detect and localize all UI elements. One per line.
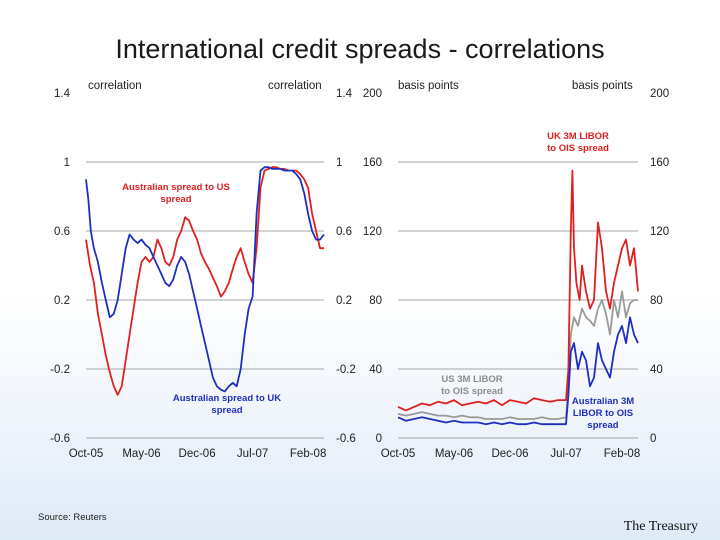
right-chart-ytick-left: 200: [363, 88, 382, 100]
left-chart-ytick-left: 0.2: [54, 295, 70, 307]
right-chart-ytick-left: 80: [369, 295, 382, 307]
right-annotation-uk-line2: to OIS spread: [547, 143, 609, 154]
right-chart-series-blue-line: [397, 316, 639, 426]
left-annotation-uk-line2: spread: [211, 405, 242, 416]
left-chart-ytick-right: 1: [336, 157, 342, 169]
right-chart-xtick: Oct-05: [381, 448, 416, 460]
right-chart-ytick-right: 0: [650, 433, 656, 445]
right-chart-ytick-right: 80: [650, 295, 663, 307]
right-chart-xtick: Dec-06: [491, 448, 528, 460]
right-chart-ytick-right: 120: [650, 226, 669, 238]
left-chart-ytick-right: -0.6: [336, 433, 356, 445]
right-chart-ytick-right: 160: [650, 157, 669, 169]
right-annotation-au-line3: spread: [587, 420, 618, 431]
right-chart-xtick: Feb-08: [604, 448, 640, 460]
left-chart-series-red-line: [85, 166, 324, 396]
right-annotation-au-line2: LIBOR to OIS: [573, 408, 633, 419]
source-note: Source: Reuters: [38, 512, 107, 523]
right-chart-left-unit: basis points: [398, 80, 459, 92]
right-annotation-us-line1: US 3M LIBOR: [441, 374, 502, 385]
left-chart-xtick: Oct-05: [69, 448, 104, 460]
right-chart-right-unit: basis points: [572, 80, 633, 92]
right-chart-series-grey-line: [397, 290, 638, 420]
right-chart-ytick-left: 160: [363, 157, 382, 169]
right-chart-xtick: May-06: [435, 448, 473, 460]
right-chart-ytick-left: 0: [376, 433, 382, 445]
left-annotation-us-line2: spread: [160, 194, 191, 205]
left-chart-series-blue-line: [85, 166, 325, 393]
right-chart-xtick: Jul-07: [550, 448, 581, 460]
left-chart-ytick-right: 1.4: [336, 88, 353, 100]
left-chart-plot: 1.4 1.4 1 1 0.6 0.6 0.2 0.2 -0.2 -0.2 -0.6 -0.6 Oct-…: [50, 88, 356, 460]
left-chart-ytick-left: 1: [64, 157, 70, 169]
left-chart-ytick-right: 0.2: [336, 295, 352, 307]
left-chart-ytick-right: -0.2: [336, 364, 356, 376]
left-chart-ytick-left: 1.4: [54, 88, 71, 100]
right-annotation-us-line2: to OIS spread: [441, 386, 503, 397]
right-chart-ytick-right: 200: [650, 88, 669, 100]
slide-title: International credit spreads - correlati…: [115, 34, 605, 64]
left-chart-ytick-left: -0.2: [50, 364, 70, 376]
left-chart: correlation correlation 1.4 1.4 1 1 0.6 0.6 0.…: [50, 80, 356, 460]
left-annotation-us-line1: Australian spread to US: [122, 182, 230, 193]
left-chart-left-unit: correlation: [88, 80, 142, 92]
left-chart-right-unit: correlation: [268, 80, 322, 92]
right-chart-series-red-line: [397, 169, 639, 412]
left-chart-ytick-left: 0.6: [54, 226, 70, 238]
right-chart: basis points basis points 200 200 160 160 12…: [363, 80, 669, 460]
left-chart-xtick: Jul-07: [237, 448, 268, 460]
right-chart-ytick-left: 120: [363, 226, 382, 238]
right-annotation-au-line1: Australian 3M: [572, 396, 634, 407]
brand-wordmark: The Treasury: [623, 519, 698, 534]
left-annotation-uk-line1: Australian spread to UK: [173, 393, 281, 404]
left-chart-xtick: Feb-08: [290, 448, 326, 460]
right-chart-ytick-right: 40: [650, 364, 663, 376]
right-chart-plot: 200 200 160 160 120 120 80 80 40 40 0 0 Oct-05 May-06…: [363, 88, 669, 460]
right-chart-ytick-left: 40: [369, 364, 382, 376]
left-chart-xtick: May-06: [122, 448, 160, 460]
left-chart-xtick: Dec-06: [179, 448, 216, 460]
left-chart-ytick-right: 0.6: [336, 226, 352, 238]
right-annotation-uk-line1: UK 3M LIBOR: [547, 131, 609, 142]
left-chart-ytick-left: -0.6: [50, 433, 70, 445]
